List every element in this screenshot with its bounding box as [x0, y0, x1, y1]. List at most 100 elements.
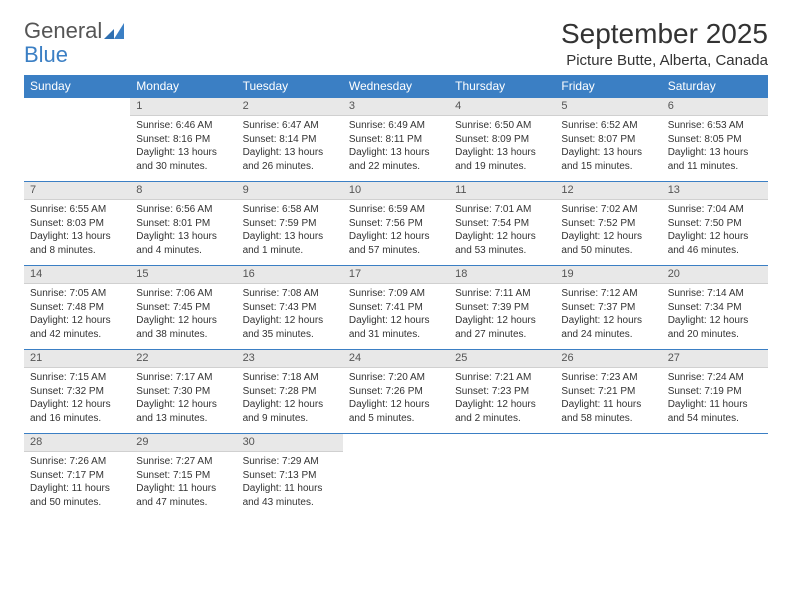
sunset-text: Sunset: 7:17 PM: [30, 469, 124, 483]
header: General September 2025 Picture Butte, Al…: [24, 18, 768, 69]
day-cell: Sunrise: 7:02 AMSunset: 7:52 PMDaylight:…: [555, 200, 661, 266]
day-cell: Sunrise: 6:50 AMSunset: 8:09 PMDaylight:…: [449, 116, 555, 182]
sunset-text: Sunset: 7:41 PM: [349, 301, 443, 315]
daylight-text: Daylight: 12 hours and 16 minutes.: [30, 398, 124, 425]
sunrise-text: Sunrise: 6:47 AM: [243, 119, 337, 133]
day-header: Saturday: [662, 75, 768, 98]
day-header: Thursday: [449, 75, 555, 98]
sunset-text: Sunset: 7:28 PM: [243, 385, 337, 399]
day-cell: Sunrise: 7:14 AMSunset: 7:34 PMDaylight:…: [662, 284, 768, 350]
sunset-text: Sunset: 7:34 PM: [668, 301, 762, 315]
calendar-table: Sunday Monday Tuesday Wednesday Thursday…: [24, 75, 768, 517]
day-number: 1: [130, 98, 236, 116]
day-cell: Sunrise: 7:08 AMSunset: 7:43 PMDaylight:…: [237, 284, 343, 350]
day-header-row: Sunday Monday Tuesday Wednesday Thursday…: [24, 75, 768, 98]
title-block: September 2025 Picture Butte, Alberta, C…: [561, 18, 768, 69]
sunset-text: Sunset: 7:30 PM: [136, 385, 230, 399]
sunset-text: Sunset: 7:13 PM: [243, 469, 337, 483]
day-cell: Sunrise: 7:26 AMSunset: 7:17 PMDaylight:…: [24, 452, 130, 518]
day-cell: Sunrise: 7:06 AMSunset: 7:45 PMDaylight:…: [130, 284, 236, 350]
day-cell: Sunrise: 6:52 AMSunset: 8:07 PMDaylight:…: [555, 116, 661, 182]
day-cell: Sunrise: 7:05 AMSunset: 7:48 PMDaylight:…: [24, 284, 130, 350]
day-number: 8: [130, 182, 236, 200]
day-header: Tuesday: [237, 75, 343, 98]
sunset-text: Sunset: 8:03 PM: [30, 217, 124, 231]
day-header: Monday: [130, 75, 236, 98]
day-number: 24: [343, 350, 449, 368]
sunrise-text: Sunrise: 7:17 AM: [136, 371, 230, 385]
day-number: 29: [130, 434, 236, 452]
sunset-text: Sunset: 8:14 PM: [243, 133, 337, 147]
day-cell: Sunrise: 7:18 AMSunset: 7:28 PMDaylight:…: [237, 368, 343, 434]
sunset-text: Sunset: 7:56 PM: [349, 217, 443, 231]
daylight-text: Daylight: 12 hours and 42 minutes.: [30, 314, 124, 341]
sunrise-text: Sunrise: 7:27 AM: [136, 455, 230, 469]
daylight-text: Daylight: 12 hours and 13 minutes.: [136, 398, 230, 425]
day-number: 19: [555, 266, 661, 284]
day-cell: Sunrise: 7:23 AMSunset: 7:21 PMDaylight:…: [555, 368, 661, 434]
sunset-text: Sunset: 8:09 PM: [455, 133, 549, 147]
logo-text-2: Blue: [24, 42, 68, 68]
sunset-text: Sunset: 7:15 PM: [136, 469, 230, 483]
content-row: Sunrise: 7:05 AMSunset: 7:48 PMDaylight:…: [24, 284, 768, 350]
sunset-text: Sunset: 7:52 PM: [561, 217, 655, 231]
sunrise-text: Sunrise: 6:59 AM: [349, 203, 443, 217]
day-header: Wednesday: [343, 75, 449, 98]
content-row: Sunrise: 6:46 AMSunset: 8:16 PMDaylight:…: [24, 116, 768, 182]
day-number: [555, 434, 661, 452]
day-cell: Sunrise: 6:46 AMSunset: 8:16 PMDaylight:…: [130, 116, 236, 182]
daylight-text: Daylight: 11 hours and 47 minutes.: [136, 482, 230, 509]
daylight-text: Daylight: 11 hours and 50 minutes.: [30, 482, 124, 509]
sunrise-text: Sunrise: 6:53 AM: [668, 119, 762, 133]
day-number: 12: [555, 182, 661, 200]
day-cell: Sunrise: 7:24 AMSunset: 7:19 PMDaylight:…: [662, 368, 768, 434]
day-number: 18: [449, 266, 555, 284]
sunset-text: Sunset: 7:26 PM: [349, 385, 443, 399]
sunrise-text: Sunrise: 7:04 AM: [668, 203, 762, 217]
sunrise-text: Sunrise: 7:23 AM: [561, 371, 655, 385]
daynum-row: 14151617181920: [24, 266, 768, 284]
sunrise-text: Sunrise: 6:49 AM: [349, 119, 443, 133]
day-cell: [662, 452, 768, 518]
sunset-text: Sunset: 7:50 PM: [668, 217, 762, 231]
daylight-text: Daylight: 12 hours and 9 minutes.: [243, 398, 337, 425]
sunset-text: Sunset: 7:32 PM: [30, 385, 124, 399]
sunset-text: Sunset: 7:39 PM: [455, 301, 549, 315]
day-number: 9: [237, 182, 343, 200]
day-number: [343, 434, 449, 452]
day-number: 6: [662, 98, 768, 116]
sunset-text: Sunset: 8:16 PM: [136, 133, 230, 147]
sunset-text: Sunset: 7:21 PM: [561, 385, 655, 399]
day-number: 14: [24, 266, 130, 284]
sunrise-text: Sunrise: 7:09 AM: [349, 287, 443, 301]
sunrise-text: Sunrise: 7:24 AM: [668, 371, 762, 385]
sunrise-text: Sunrise: 7:18 AM: [243, 371, 337, 385]
day-number: 28: [24, 434, 130, 452]
day-number: 22: [130, 350, 236, 368]
daylight-text: Daylight: 12 hours and 35 minutes.: [243, 314, 337, 341]
daylight-text: Daylight: 11 hours and 43 minutes.: [243, 482, 337, 509]
day-cell: Sunrise: 7:11 AMSunset: 7:39 PMDaylight:…: [449, 284, 555, 350]
day-header: Friday: [555, 75, 661, 98]
daylight-text: Daylight: 12 hours and 2 minutes.: [455, 398, 549, 425]
sunrise-text: Sunrise: 7:20 AM: [349, 371, 443, 385]
sunset-text: Sunset: 7:23 PM: [455, 385, 549, 399]
day-cell: Sunrise: 7:17 AMSunset: 7:30 PMDaylight:…: [130, 368, 236, 434]
day-cell: Sunrise: 7:29 AMSunset: 7:13 PMDaylight:…: [237, 452, 343, 518]
day-number: 25: [449, 350, 555, 368]
location: Picture Butte, Alberta, Canada: [561, 52, 768, 69]
day-number: 10: [343, 182, 449, 200]
sunrise-text: Sunrise: 6:50 AM: [455, 119, 549, 133]
sunrise-text: Sunrise: 7:02 AM: [561, 203, 655, 217]
sunset-text: Sunset: 8:07 PM: [561, 133, 655, 147]
day-number: 7: [24, 182, 130, 200]
daylight-text: Daylight: 12 hours and 57 minutes.: [349, 230, 443, 257]
daylight-text: Daylight: 11 hours and 54 minutes.: [668, 398, 762, 425]
day-cell: Sunrise: 6:56 AMSunset: 8:01 PMDaylight:…: [130, 200, 236, 266]
daylight-text: Daylight: 12 hours and 38 minutes.: [136, 314, 230, 341]
sunrise-text: Sunrise: 7:15 AM: [30, 371, 124, 385]
daylight-text: Daylight: 12 hours and 53 minutes.: [455, 230, 549, 257]
daylight-text: Daylight: 12 hours and 24 minutes.: [561, 314, 655, 341]
day-cell: Sunrise: 6:55 AMSunset: 8:03 PMDaylight:…: [24, 200, 130, 266]
daylight-text: Daylight: 13 hours and 22 minutes.: [349, 146, 443, 173]
